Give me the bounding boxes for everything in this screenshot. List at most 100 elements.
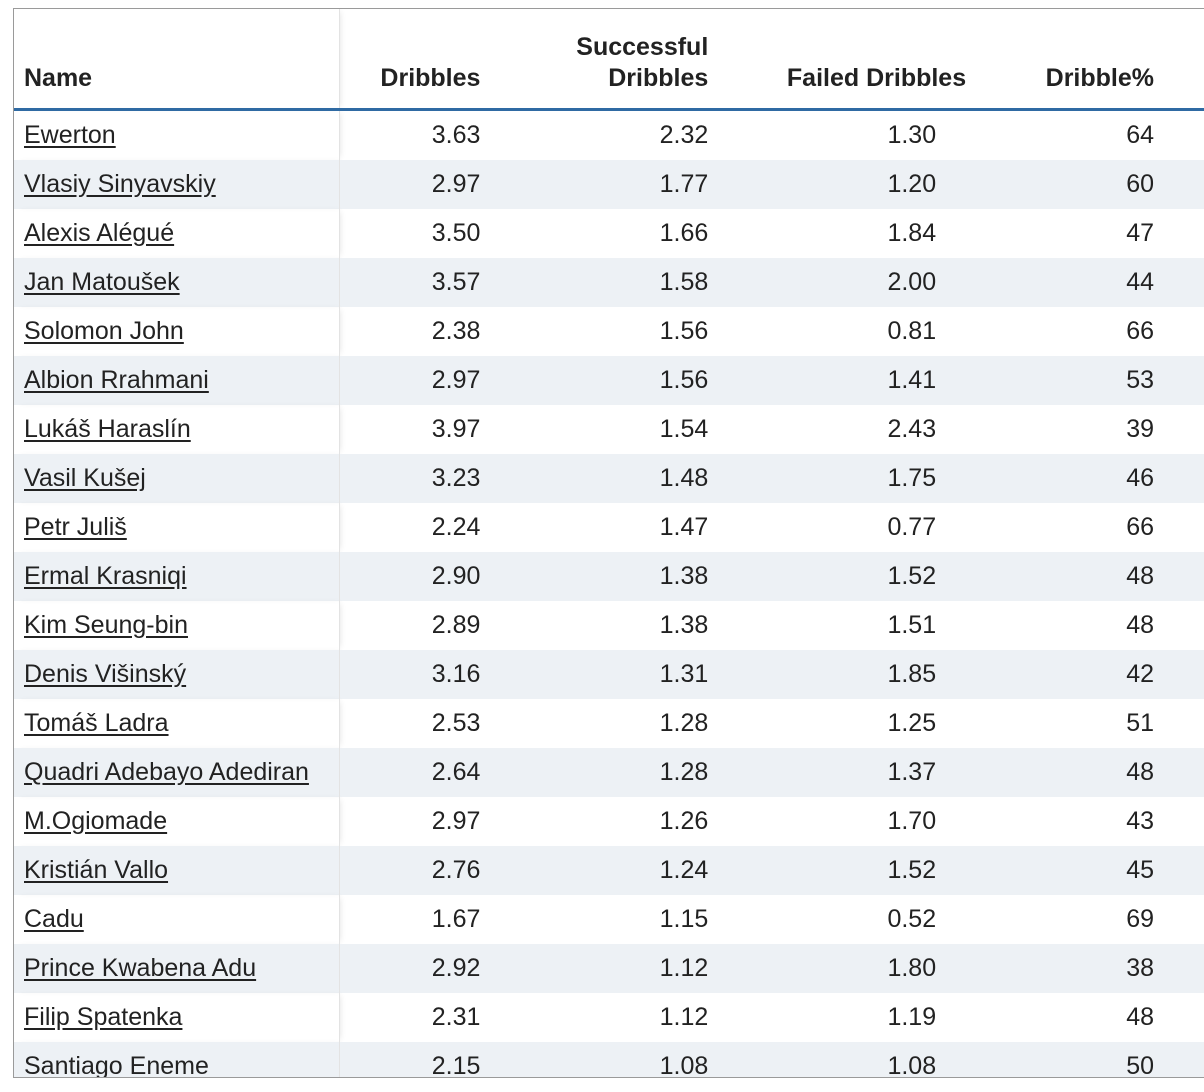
dribbles-cell: 2.90 [339,552,521,601]
table-row: Prince Kwabena Adu 2.92 1.12 1.80 38 [14,944,1204,993]
player-name-cell: Quadri Adebayo Adediran [14,748,340,797]
dribble-pct-cell: 48 [976,748,1204,797]
successful-dribbles-cell: 2.32 [659,121,709,149]
player-name-link[interactable]: Kim Seung-bin [24,611,188,639]
failed-dribbles-cell: 0.52 [887,905,937,933]
column-header-dribble-pct[interactable]: Dribble% [976,9,1204,111]
player-name-link[interactable]: Quadri Adebayo Adediran [24,758,309,786]
dribble-pct-cell: 45 [976,846,1204,895]
player-name-link[interactable]: Filip Spatenka [24,1003,183,1031]
successful-dribbles-cell: 1.56 [520,356,749,405]
header-line-2: Dribbles [608,64,709,92]
dribble-pct-cell: 69 [1126,905,1154,933]
player-name-cell: Tomáš Ladra [14,699,340,748]
table-row: Vasil Kušej 3.23 1.48 1.75 46 [14,454,1204,503]
column-header-dribbles[interactable]: Dribbles [339,9,521,111]
table-row: Cadu 1.67 1.15 0.52 69 [14,895,1204,944]
table-row: Denis Višinský 3.16 1.31 1.85 42 [14,650,1204,699]
column-header-name[interactable]: Name [14,9,340,111]
player-name-link[interactable]: Vlasiy Sinyavskiy [24,170,216,198]
dribble-pct-cell: 48 [1126,1003,1154,1031]
successful-dribbles-cell: 1.66 [659,219,709,247]
player-name-cell: Vasil Kušej [14,454,340,503]
player-name-link[interactable]: Jan Matoušek [24,268,180,296]
player-name-link[interactable]: Kristián Vallo [24,856,169,884]
table-row: Tomáš Ladra 2.53 1.28 1.25 51 [14,699,1204,748]
dribble-pct-cell: 43 [1126,807,1154,835]
column-header-successful-dribbles[interactable]: Successful Dribbles [520,9,749,111]
failed-dribbles-cell: 1.51 [887,611,937,639]
failed-dribbles-cell: 1.41 [748,356,977,405]
dribble-pct-cell: 48 [976,552,1204,601]
player-name-link[interactable]: Solomon John [24,317,184,345]
successful-dribbles-cell: 1.58 [520,258,749,307]
failed-dribbles-cell: 1.20 [748,160,977,209]
failed-dribbles-cell: 1.19 [887,1003,937,1031]
player-name-cell: Cadu [14,895,340,944]
dribbles-cell: 2.38 [431,317,481,345]
table-row: Ewerton 3.63 2.32 1.30 64 [14,109,1204,160]
player-name-link[interactable]: Santiago Eneme [24,1052,209,1078]
player-name-link[interactable]: Denis Višinský [24,660,187,688]
player-name-link[interactable]: Cadu [24,905,84,933]
failed-dribbles-cell: 1.52 [748,552,977,601]
dribbles-cell: 3.23 [339,454,521,503]
failed-dribbles-cell: 1.30 [887,121,937,149]
player-name-cell: Kristián Vallo [14,846,340,895]
failed-dribbles-cell: 1.84 [887,219,937,247]
table-row: Jan Matoušek 3.57 1.58 2.00 44 [14,258,1204,307]
stats-table-container: Name Dribbles Successful Dribbles Failed… [13,8,1204,1078]
dribbles-cell: 3.16 [339,650,521,699]
failed-dribbles-cell: 1.37 [748,748,977,797]
successful-dribbles-cell: 1.26 [659,807,709,835]
player-name-link[interactable]: Prince Kwabena Adu [24,954,257,982]
dribble-pct-cell: 39 [1126,415,1154,443]
dribbles-cell: 2.89 [431,611,481,639]
failed-dribbles-cell: 1.25 [887,709,937,737]
player-name-link[interactable]: Tomáš Ladra [24,709,169,737]
successful-dribbles-cell: 1.24 [520,846,749,895]
table-row: Vlasiy Sinyavskiy 2.97 1.77 1.20 60 [14,160,1204,209]
player-name-cell: Filip Spatenka [14,993,340,1042]
player-name-link[interactable]: Ewerton [24,121,116,149]
dribbles-cell: 2.24 [431,513,481,541]
player-name-cell: Petr Juliš [14,503,340,552]
successful-dribbles-cell: 1.38 [520,552,749,601]
player-name-link[interactable]: Albion Rrahmani [24,366,209,394]
player-name-link[interactable]: Ermal Krasniqi [24,562,187,590]
successful-dribbles-cell: 1.28 [659,709,709,737]
dribble-pct-cell: 60 [976,160,1204,209]
dribble-pct-cell: 48 [1126,611,1154,639]
dribbles-cell: 1.67 [431,905,481,933]
player-name-cell: Ewerton [14,109,340,160]
dribble-pct-cell: 51 [1126,709,1154,737]
dribbles-cell: 2.76 [339,846,521,895]
player-name-link[interactable]: Vasil Kušej [24,464,146,492]
player-name-link[interactable]: Lukáš Haraslín [24,415,191,443]
player-name-link[interactable]: Alexis Alégué [24,219,175,247]
player-name-link[interactable]: Petr Juliš [24,513,127,541]
dribble-pct-cell: 47 [1126,219,1154,247]
successful-dribbles-cell: 1.31 [520,650,749,699]
table-row: Kristián Vallo 2.76 1.24 1.52 45 [14,846,1204,895]
failed-dribbles-cell: 1.70 [887,807,937,835]
successful-dribbles-cell: 1.54 [659,415,709,443]
table-row: Alexis Alégué 3.50 1.66 1.84 47 [14,209,1204,258]
table-row: M.Ogiomade 2.97 1.26 1.70 43 [14,797,1204,846]
dribbles-cell: 2.97 [339,160,521,209]
dribbles-cell: 2.97 [431,807,481,835]
player-name-cell: Albion Rrahmani [14,356,340,405]
table-row: Lukáš Haraslín 3.97 1.54 2.43 39 [14,405,1204,454]
dribbles-cell: 2.92 [339,944,521,993]
dribble-pct-cell: 53 [976,356,1204,405]
table-row: Filip Spatenka 2.31 1.12 1.19 48 [14,993,1204,1042]
player-name-link[interactable]: M.Ogiomade [24,807,168,835]
failed-dribbles-cell: 1.80 [748,944,977,993]
dribble-pct-cell: 64 [1126,121,1154,149]
successful-dribbles-cell: 1.28 [520,748,749,797]
failed-dribbles-cell: 0.77 [887,513,937,541]
dribble-pct-cell: 66 [1126,317,1154,345]
player-name-cell: Kim Seung-bin [14,601,340,650]
column-header-failed-dribbles[interactable]: Failed Dribbles [748,9,977,111]
dribble-pct-cell: 66 [1126,513,1154,541]
